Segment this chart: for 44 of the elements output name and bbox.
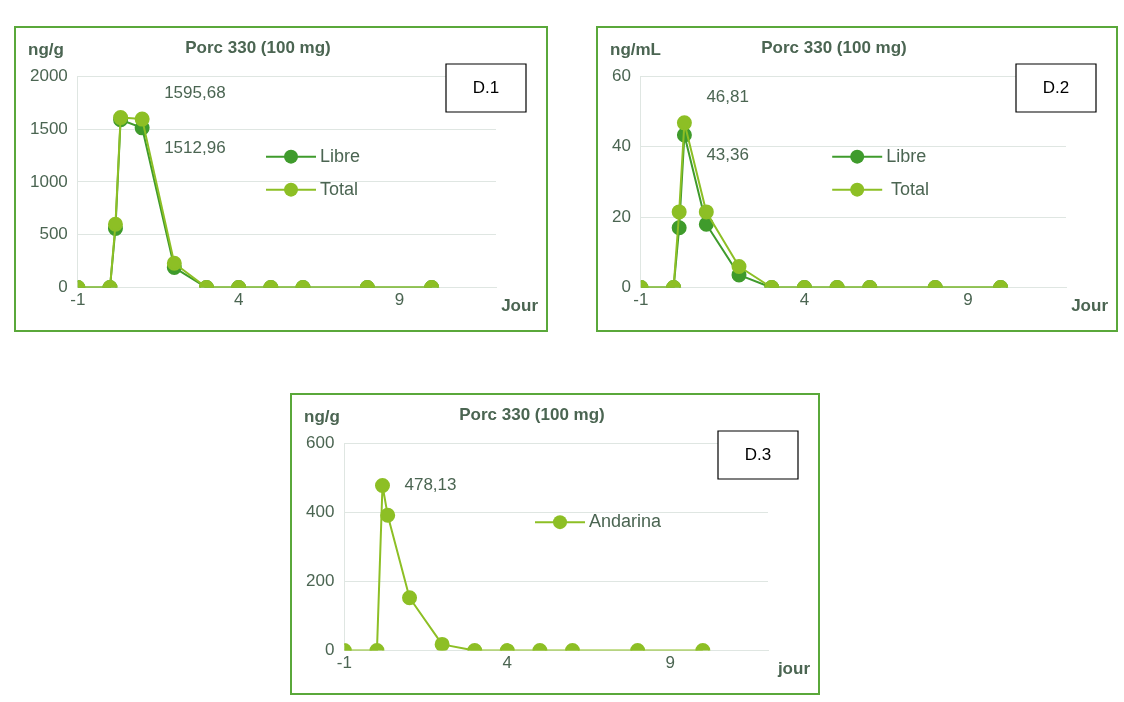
- data-label: 478,13: [404, 475, 457, 495]
- legend-label: Libre: [320, 145, 361, 166]
- y-tick-label: 600: [305, 433, 335, 453]
- chart-title: Porc 330 (100 mg): [761, 37, 907, 57]
- x-tick-label: -1: [633, 290, 649, 310]
- legend-label: Andarina: [589, 511, 663, 532]
- legend-label: Total: [320, 178, 359, 199]
- x-tick-label: 9: [394, 290, 405, 310]
- y-tick-label: 1000: [29, 171, 68, 191]
- y-tick-label: 500: [39, 224, 68, 244]
- y-tick-label: 40: [611, 136, 631, 156]
- x-tick-label: 4: [233, 290, 244, 310]
- y-tick-label: 400: [305, 502, 335, 522]
- y-tick-label: 20: [611, 206, 631, 226]
- y-axis-title: ng/g: [28, 39, 64, 59]
- legend-label: Total: [886, 178, 929, 199]
- annotation: D.3: [744, 444, 772, 464]
- annotation: D.2: [1042, 77, 1070, 97]
- y-tick-label: 0: [58, 277, 68, 297]
- x-tick-label: 4: [502, 653, 513, 673]
- y-tick-label: 1500: [29, 118, 68, 138]
- annotation: D.1: [472, 77, 500, 97]
- y-tick-label: 200: [305, 571, 335, 591]
- y-axis-title: ng/g: [304, 406, 340, 426]
- x-tick-label: -1: [70, 290, 86, 310]
- data-label: 46,81: [706, 86, 749, 106]
- y-tick-label: 0: [621, 277, 631, 297]
- y-axis-title: ng/mL: [610, 39, 661, 59]
- y-tick-label: 2000: [29, 66, 68, 86]
- x-axis-title: Jour: [1071, 296, 1109, 316]
- x-axis-title: Jour: [501, 296, 539, 316]
- data-label: 1512,96: [164, 137, 226, 157]
- y-tick-label: 0: [324, 640, 335, 660]
- y-tick-label: 60: [611, 66, 631, 86]
- x-tick-label: 9: [963, 290, 973, 310]
- chart-title: Porc 330 (100 mg): [185, 37, 331, 57]
- chart-title: Porc 330 (100 mg): [459, 404, 605, 424]
- data-label: 43,36: [706, 144, 749, 164]
- x-tick-label: 4: [799, 290, 810, 310]
- x-axis-title: jour: [776, 659, 811, 679]
- x-tick-label: 9: [665, 653, 675, 673]
- x-tick-label: -1: [336, 653, 352, 673]
- data-label: 1595,68: [164, 82, 226, 102]
- legend-label: Libre: [886, 145, 927, 166]
